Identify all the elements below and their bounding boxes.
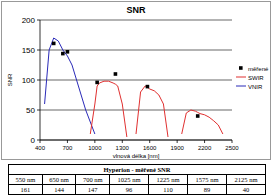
table-row: 161144147961108940 [9, 185, 266, 195]
table-cell: 161 [9, 185, 43, 195]
x-tick [232, 140, 233, 143]
x-tick-label: 1900 [170, 145, 184, 151]
table-cell: 89 [188, 185, 227, 195]
table-cell: 650 nm [42, 175, 76, 185]
measured-point [95, 81, 99, 85]
snr-table: Hyperion - měřené SNR550 nm650 nm700 nm1… [8, 164, 266, 195]
y-tick-label: 50 [26, 106, 35, 115]
x-tick [67, 140, 68, 143]
table-cell: 96 [110, 185, 149, 195]
legend-symbol [236, 86, 246, 87]
y-tick [37, 140, 40, 141]
measured-point [196, 114, 200, 118]
table-cell: 147 [76, 185, 110, 195]
table-cell: 1225 nm [149, 175, 188, 185]
x-tick-label: 1300 [116, 145, 130, 151]
y-axis [40, 20, 41, 140]
x-tick [122, 140, 123, 143]
measured-point [66, 50, 70, 54]
y-tick-label: 200 [22, 16, 36, 25]
series-line [90, 81, 223, 137]
table-cell: 2125 nm [226, 175, 265, 185]
legend-label: SWIR [248, 75, 264, 81]
table-cell: 700 nm [76, 175, 110, 185]
table-cell: 1025 nm [110, 175, 149, 185]
legend-symbol [239, 66, 243, 70]
x-tick-label: 1600 [143, 145, 157, 151]
chart-frame [2, 2, 271, 160]
x-axis-label: vlnová délka [nm] [113, 153, 160, 159]
x-tick [204, 140, 205, 143]
x-tick [94, 140, 95, 143]
y-tick-label: 0 [31, 136, 36, 145]
plot-marks [45, 38, 223, 137]
y-axis-label: SNR [7, 73, 13, 86]
x-tick-label: 2500 [225, 145, 239, 151]
x-tick [40, 140, 41, 143]
grid-line [40, 110, 232, 111]
measured-point [146, 85, 150, 89]
x-tick-label: 2200 [198, 145, 212, 151]
table-row: Hyperion - měřené SNR [9, 165, 266, 175]
x-tick-label: 700 [62, 145, 73, 151]
x-tick [177, 140, 178, 143]
measured-point [52, 42, 56, 46]
table-cell: 40 [226, 185, 265, 195]
grid-line [40, 80, 232, 81]
y-tick [37, 80, 40, 81]
grid-line [40, 140, 232, 141]
table-cell: 110 [149, 185, 188, 195]
table-cell: 550 nm [9, 175, 43, 185]
table-cell: Hyperion - měřené SNR [9, 165, 266, 175]
measured-point [61, 52, 65, 56]
series-line [45, 38, 95, 134]
y-tick-label: 150 [22, 46, 36, 55]
y-tick [37, 50, 40, 51]
x-axis [40, 140, 232, 141]
measured-point [114, 72, 118, 76]
x-tick-label: 400 [35, 145, 46, 151]
table-cell: 144 [42, 185, 76, 195]
legend-symbol [236, 77, 246, 78]
y-tick-label: 100 [22, 76, 36, 85]
legend-label: měřené [248, 66, 269, 72]
y-tick [37, 110, 40, 111]
table-cell: 1575 nm [188, 175, 227, 185]
table-row: 550 nm650 nm700 nm1025 nm1225 nm1575 nm2… [9, 175, 266, 185]
y-tick [37, 20, 40, 21]
x-tick [149, 140, 150, 143]
legend-label: VNIR [248, 84, 263, 90]
title: SNR [126, 5, 146, 15]
grid-line [40, 20, 232, 21]
x-tick-label: 1000 [88, 145, 102, 151]
